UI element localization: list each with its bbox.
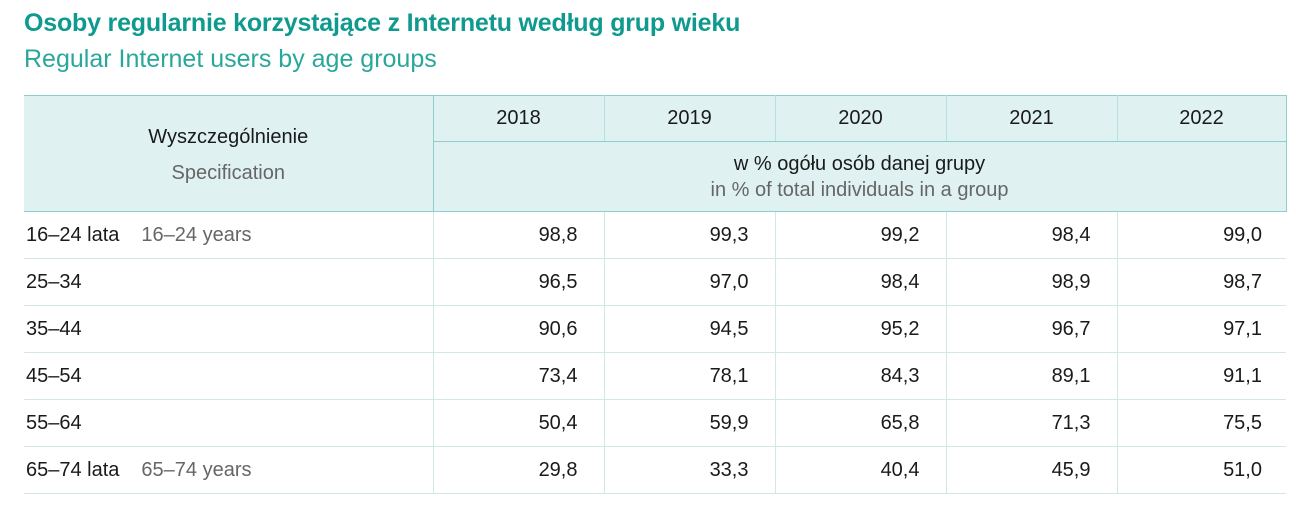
table-row: 25–34 96,5 97,0 98,4 98,9 98,7: [24, 258, 1286, 306]
unit-header-en: in % of total individuals in a group: [710, 178, 1009, 201]
value-cell: 98,4: [946, 211, 1118, 259]
value-cell: 29,8: [433, 446, 605, 494]
unit-header-pl: w % ogółu osób danej grupy: [733, 152, 986, 175]
row-label-cell: 16–24 lata 16–24 years: [24, 211, 434, 259]
spec-header-cell: Wyszczególnienie Specification: [24, 95, 434, 212]
year-header: 2022: [1117, 95, 1287, 142]
row-label-cell: 35–44: [24, 305, 434, 353]
internet-users-table: Wyszczególnienie Specification 2018 2019…: [24, 95, 1287, 494]
year-header: 2021: [946, 95, 1118, 142]
row-label-cell: 65–74 lata 65–74 years: [24, 446, 434, 494]
value-cell: 78,1: [604, 352, 776, 400]
value-cell: 96,5: [433, 258, 605, 306]
value-cell: 45,9: [946, 446, 1118, 494]
value-cell: 91,1: [1117, 352, 1286, 400]
value-cell: 98,7: [1117, 258, 1286, 306]
row-label-pl: 45–54: [26, 364, 82, 387]
value-cell: 99,3: [604, 211, 776, 259]
header-row-years: Wyszczególnienie Specification 2018 2019…: [24, 95, 1287, 212]
table-title-en: Regular Internet users by age groups: [24, 45, 437, 73]
value-cell: 75,5: [1117, 399, 1286, 447]
table-row: 35–44 90,6 94,5 95,2 96,7 97,1: [24, 305, 1286, 353]
value-cell: 99,2: [775, 211, 947, 259]
year-header: 2019: [604, 95, 776, 142]
value-cell: 33,3: [604, 446, 776, 494]
value-cell: 89,1: [946, 352, 1118, 400]
value-cell: 96,7: [946, 305, 1118, 353]
table-body: 16–24 lata 16–24 years 98,8 99,3 99,2 98,…: [24, 211, 1286, 494]
value-cell: 98,9: [946, 258, 1118, 306]
value-cell: 90,6: [433, 305, 605, 353]
value-cell: 71,3: [946, 399, 1118, 447]
value-cell: 59,9: [604, 399, 776, 447]
table-row: 16–24 lata 16–24 years 98,8 99,3 99,2 98,…: [24, 211, 1286, 259]
table-title-pl: Osoby regularnie korzystające z Internet…: [24, 9, 741, 37]
row-label-en: 16–24 years: [141, 223, 252, 246]
value-cell: 40,4: [775, 446, 947, 494]
value-cell: 50,4: [433, 399, 605, 447]
row-label-cell: 55–64: [24, 399, 434, 447]
spec-header-en: Specification: [171, 161, 285, 184]
row-label-pl: 25–34: [26, 270, 82, 293]
row-label-pl: 16–24 lata: [26, 223, 120, 246]
row-label-en: 65–74 years: [141, 458, 252, 481]
value-cell: 73,4: [433, 352, 605, 400]
value-cell: 65,8: [775, 399, 947, 447]
value-cell: 99,0: [1117, 211, 1286, 259]
value-cell: 98,4: [775, 258, 947, 306]
value-cell: 95,2: [775, 305, 947, 353]
row-label-pl: 35–44: [26, 317, 82, 340]
value-cell: 98,8: [433, 211, 605, 259]
value-cell: 97,0: [604, 258, 776, 306]
table-row: 45–54 73,4 78,1 84,3 89,1 91,1: [24, 352, 1286, 400]
table-row: 65–74 lata 65–74 years 29,8 33,3 40,4 45,…: [24, 446, 1286, 494]
value-cell: 97,1: [1117, 305, 1286, 353]
row-label-pl: 65–74 lata: [26, 458, 120, 481]
table-header: Wyszczególnienie Specification 2018 2019…: [24, 95, 1287, 212]
year-header: 2020: [775, 95, 947, 142]
value-cell: 84,3: [775, 352, 947, 400]
header-row-unit: w % ogółu osób danej grupy in % of total…: [24, 141, 1287, 212]
row-label-cell: 45–54: [24, 352, 434, 400]
year-header: 2018: [433, 95, 605, 142]
row-label-pl: 55–64: [26, 411, 82, 434]
table-row: 55–64 50,4 59,9 65,8 71,3 75,5: [24, 399, 1286, 447]
value-cell: 51,0: [1117, 446, 1286, 494]
row-label-cell: 25–34: [24, 258, 434, 306]
spec-header-pl: Wyszczególnienie: [148, 125, 309, 148]
unit-header-cell: w % ogółu osób danej grupy in % of total…: [433, 141, 1287, 212]
value-cell: 94,5: [604, 305, 776, 353]
